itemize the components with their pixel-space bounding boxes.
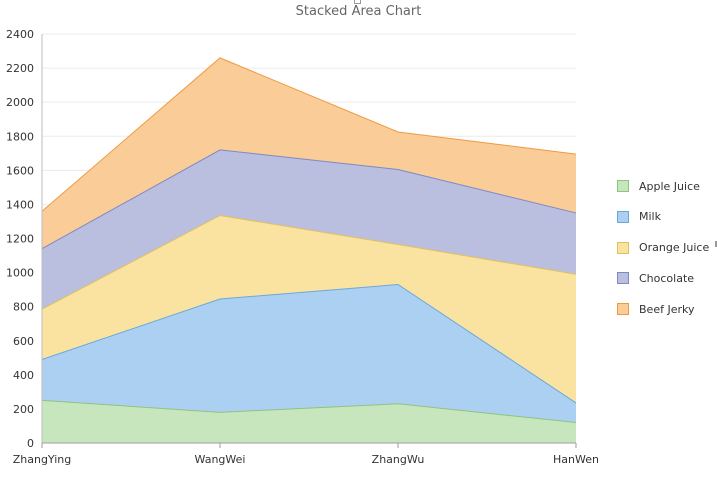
x-tick-label: WangWei [195, 453, 246, 466]
legend-label: Milk [639, 210, 661, 224]
area-beef-jerky [42, 57, 576, 249]
line-orange-juice [41, 214, 577, 310]
legend-label: Chocolate [639, 271, 695, 285]
y-tick-label: 2200 [6, 62, 34, 75]
legend-swatch [617, 180, 629, 192]
legend-item[interactable]: Orange Juice [617, 240, 709, 256]
legend-swatch [617, 210, 629, 223]
y-tick-label: 200 [13, 403, 34, 416]
legend-label: Orange Juice [639, 241, 710, 254]
legend-item[interactable]: Apple Juice [617, 178, 700, 194]
resize-handle[interactable] [715, 241, 717, 247]
y-tick-label: 2400 [6, 28, 34, 41]
y-tick-label: 800 [13, 301, 34, 314]
y-tick-label: 1000 [6, 267, 34, 280]
x-tick-label: ZhangYing [13, 453, 72, 466]
y-tick-label: 0 [27, 437, 34, 450]
line-apple-juice [41, 399, 577, 424]
area-orange-juice [42, 215, 576, 403]
area-milk [42, 284, 576, 423]
y-tick-label: 600 [13, 335, 34, 348]
y-tick-label: 1400 [6, 198, 34, 211]
chart-title: Stacked Area Chart [295, 4, 422, 19]
legend-swatch [617, 303, 629, 315]
legend-swatch [617, 241, 629, 254]
title-resize-handle[interactable] [354, 0, 361, 4]
y-tick-label: 1800 [6, 130, 34, 143]
line-beef-jerky [41, 57, 577, 212]
y-tick-label: 2000 [6, 96, 34, 109]
y-tick-label: 1600 [6, 164, 34, 177]
legend-item[interactable]: Beef Jerky [617, 301, 694, 317]
x-tick-label: HanWen [553, 453, 599, 466]
legend-label: Apple Juice [639, 179, 700, 193]
line-chocolate [41, 149, 577, 250]
legend-item[interactable]: Chocolate [617, 270, 694, 286]
line-milk [41, 284, 577, 404]
area-apple-juice [42, 400, 576, 443]
legend-label: Beef Jerky [639, 302, 695, 316]
legend-swatch [617, 272, 629, 285]
y-tick-label: 400 [13, 369, 34, 382]
y-tick-label: 1200 [6, 233, 34, 246]
legend-item[interactable]: Milk [617, 209, 661, 225]
x-tick-label: ZhangWu [372, 453, 425, 466]
